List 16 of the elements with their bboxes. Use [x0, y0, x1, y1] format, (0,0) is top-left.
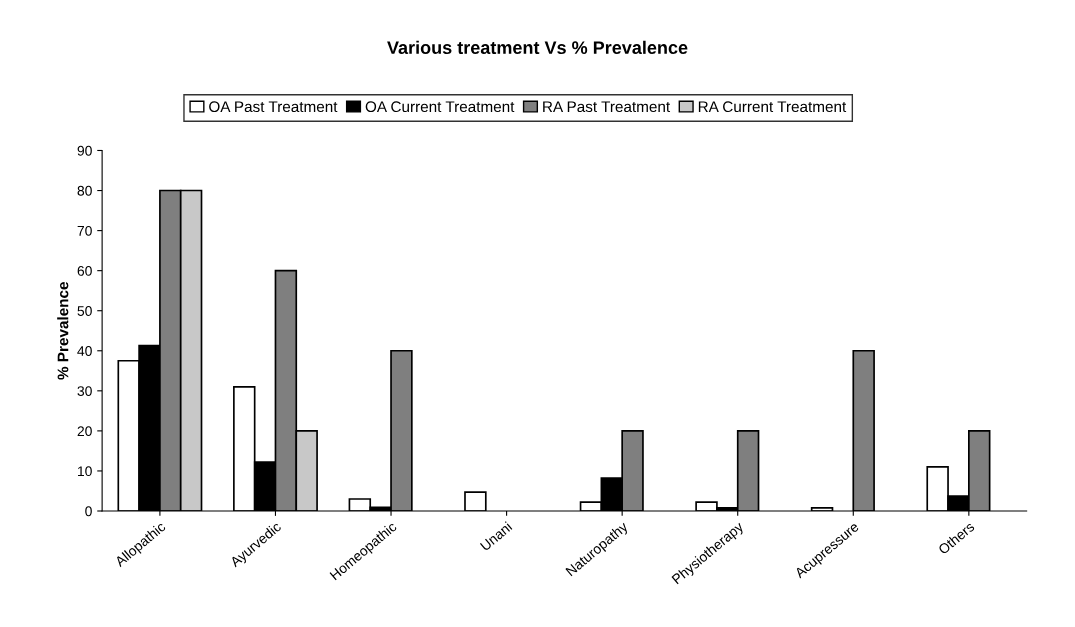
y-tick-label: 30	[77, 386, 92, 396]
y-tick-label: 0	[85, 506, 92, 517]
y-tick-label: 80	[77, 185, 92, 196]
y-tick-label: 90	[77, 145, 92, 156]
y-tick-label: 10	[78, 466, 92, 477]
legend-label: OA Current Treatment	[365, 101, 515, 113]
y-axis-title: % Prevalence	[57, 282, 69, 380]
y-tick-label: 70	[77, 225, 92, 236]
chart-title: Various treatment Vs % Prevalence	[387, 40, 688, 55]
y-tick-label: 20	[77, 426, 92, 437]
legend-label: OA Past Treatment	[209, 101, 338, 113]
legend-label: RA Current Treatment	[698, 101, 847, 113]
legend-label: RA Past Treatment	[543, 101, 671, 113]
y-tick-label: 60	[77, 265, 92, 276]
y-tick-label: 40	[77, 346, 92, 356]
y-tick-label: 50	[77, 306, 92, 316]
